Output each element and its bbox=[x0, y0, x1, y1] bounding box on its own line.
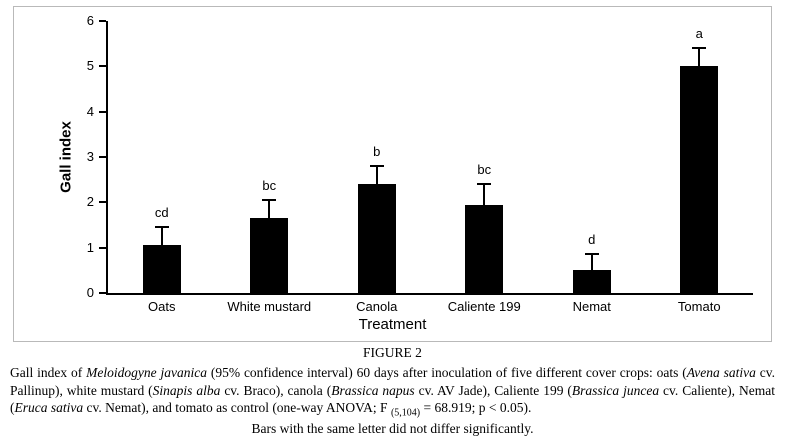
error-bar bbox=[483, 184, 486, 205]
y-tick-mark bbox=[99, 65, 106, 68]
caption-segment: cv. AV Jade), Caliente 199 ( bbox=[414, 382, 572, 398]
sig-letter: b bbox=[373, 144, 381, 160]
y-tick-mark bbox=[99, 246, 106, 249]
x-tick-label: White mustard bbox=[227, 299, 312, 314]
error-bar-cap bbox=[584, 253, 599, 256]
error-bar bbox=[698, 48, 701, 67]
y-tick-label: 5 bbox=[86, 58, 94, 74]
caption-species-name: Sinapis alba bbox=[152, 382, 221, 398]
error-bar-cap bbox=[477, 183, 492, 186]
caption-segment: Gall index of bbox=[10, 364, 87, 380]
y-tick-mark bbox=[99, 292, 106, 294]
error-bar-cap bbox=[369, 165, 384, 168]
error-bar-cap bbox=[692, 47, 707, 50]
caption-segment: = 68.919; p < 0.05). bbox=[420, 400, 532, 416]
y-tick-mark bbox=[99, 201, 106, 204]
figure-caption: FIGURE 2 Gall index of Meloidogyne javan… bbox=[10, 344, 775, 438]
caption-text: Gall index of Meloidogyne javanica (95% … bbox=[10, 364, 775, 421]
y-tick-label: 4 bbox=[86, 103, 94, 119]
caption-segment: cv. Caliente), Nemat ( bbox=[10, 382, 775, 416]
y-tick-mark bbox=[99, 110, 106, 113]
sig-letter: cd bbox=[154, 205, 169, 221]
caption-species-name: Eruca sativa bbox=[14, 400, 84, 416]
error-bar bbox=[375, 166, 378, 185]
caption-segment: cv. Braco), canola ( bbox=[220, 382, 332, 398]
bar bbox=[465, 204, 504, 293]
y-tick-label: 6 bbox=[86, 13, 94, 28]
caption-segment: cv. Pallinup), white mustard ( bbox=[10, 364, 775, 398]
caption-segment: cv. Nemat), and tomato as control (one-w… bbox=[83, 400, 391, 416]
x-tick-label: Caliente 199 bbox=[447, 299, 521, 314]
x-tick-label: Tomato bbox=[677, 299, 721, 314]
y-tick-label: 3 bbox=[86, 149, 94, 164]
y-tick-mark bbox=[99, 156, 106, 158]
x-tick-label: Oats bbox=[148, 299, 176, 314]
figure-label: FIGURE 2 bbox=[363, 345, 422, 360]
sig-letter: bc bbox=[262, 178, 277, 194]
caption-note: Bars with the same letter did not differ… bbox=[251, 421, 534, 437]
y-tick-mark bbox=[99, 20, 106, 22]
sig-letter: d bbox=[588, 232, 596, 248]
chart-frame: Gall index 0 1 2 3 4 5 6 cd Oats bc White mustard b… bbox=[13, 6, 772, 342]
error-bar bbox=[268, 200, 271, 219]
error-bar-cap bbox=[262, 199, 277, 202]
x-axis-title: Treatment bbox=[358, 316, 427, 333]
sig-letter: bc bbox=[477, 162, 492, 178]
x-tick-label: Nemat bbox=[572, 299, 611, 314]
y-tick-label: 0 bbox=[86, 285, 94, 300]
bar bbox=[357, 184, 396, 293]
caption-subscript: (5,104) bbox=[390, 408, 421, 420]
plot-area: 0 1 2 3 4 5 6 cd Oats bc White mustard b Canola bc Cal… bbox=[87, 13, 753, 314]
y-tick-label: 1 bbox=[86, 239, 94, 255]
caption-segment: (95% confidence interval) 60 days after … bbox=[206, 364, 687, 380]
bar bbox=[572, 270, 611, 293]
error-bar bbox=[590, 254, 593, 271]
caption-species-name: Brassica juncea bbox=[571, 382, 660, 398]
caption-species-name: Meloidogyne javanica bbox=[86, 364, 207, 380]
caption-species-name: Avena sativa bbox=[686, 364, 756, 380]
bar bbox=[142, 245, 181, 293]
sig-letter: a bbox=[695, 26, 703, 42]
x-tick-label: Canola bbox=[356, 299, 398, 314]
caption-species-name: Brassica napus bbox=[331, 382, 415, 398]
error-bar bbox=[160, 227, 163, 246]
y-tick-label: 2 bbox=[86, 194, 94, 210]
bar bbox=[680, 66, 719, 293]
error-bar-cap bbox=[154, 226, 169, 229]
bar bbox=[250, 218, 289, 293]
